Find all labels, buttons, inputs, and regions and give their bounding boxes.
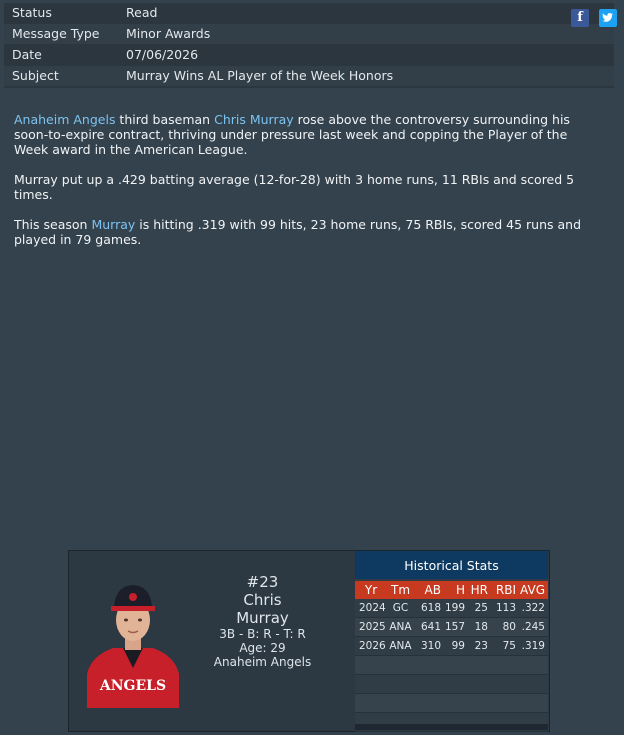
cell-rbi: 75	[502, 640, 516, 652]
col-header-yr[interactable]: Yr	[364, 583, 378, 597]
body-paragraph-2: Murray put up a .429 batting average (12…	[14, 172, 575, 202]
jersey-text: ANGELS	[99, 678, 166, 694]
cell-avg: .245	[521, 621, 545, 633]
player-team[interactable]: Anaheim Angels	[213, 655, 312, 669]
cell-tm: ANA	[389, 621, 412, 633]
historical-stats-panel: Historical Stats Yr Tm AB H HR RBI AVG 2…	[355, 551, 548, 732]
player-card: ANGELS #23 Chris Murray 3B - B: R - T: R…	[68, 550, 550, 732]
twitter-bird-icon	[602, 13, 613, 22]
message-header: Status Read Message Type Minor Awards Da…	[4, 3, 617, 88]
body-text-span: third baseman	[115, 112, 215, 127]
body-text-span: This season	[14, 217, 92, 232]
cell-h: 199	[445, 602, 466, 614]
cell-rbi: 113	[495, 602, 516, 614]
player-link[interactable]: Chris Murray	[214, 112, 294, 127]
status-value: Read	[126, 5, 158, 20]
cell-yr: 2024	[359, 602, 386, 614]
player-last-name: Murray	[236, 609, 289, 627]
date-label: Date	[12, 47, 42, 62]
cell-tm: ANA	[389, 640, 412, 652]
cell-yr: 2026	[359, 640, 386, 652]
message-body: Anaheim Angels third baseman Chris Murra…	[14, 112, 604, 262]
twitter-share-icon[interactable]	[599, 9, 617, 27]
stats-footer-bar	[355, 724, 548, 730]
cell-ab: 618	[420, 602, 441, 614]
date-row: Date 07/06/2026	[4, 45, 614, 65]
cell-ab: 641	[420, 621, 441, 633]
cell-h: 157	[445, 621, 466, 633]
cell-rbi: 80	[502, 621, 516, 633]
col-header-rbi[interactable]: RBI	[495, 583, 516, 597]
message-type-label: Message Type	[12, 26, 100, 41]
team-link[interactable]: Anaheim Angels	[14, 112, 116, 127]
cell-avg: .319	[521, 640, 545, 652]
facebook-share-icon[interactable]: f	[571, 9, 589, 27]
cell-h: 99	[451, 640, 465, 652]
player-photo[interactable]: ANGELS	[87, 576, 179, 708]
col-header-ab[interactable]: AB	[424, 583, 441, 597]
message-type-row: Message Type Minor Awards	[4, 24, 614, 44]
col-header-h[interactable]: H	[455, 583, 465, 597]
player-number: #23	[246, 573, 279, 591]
subject-value: Murray Wins AL Player of the Week Honors	[126, 68, 394, 83]
empty-table-row	[355, 694, 548, 713]
cell-hr: 18	[474, 621, 488, 633]
body-text-span: is hitting .319 with 99 hits, 23 home ru…	[14, 217, 582, 247]
empty-table-row	[355, 656, 548, 675]
subject-row: Subject Murray Wins AL Player of the Wee…	[4, 66, 614, 86]
cell-yr: 2025	[359, 621, 386, 633]
status-label: Status	[12, 5, 52, 20]
body-paragraph-1: Anaheim Angels third baseman Chris Murra…	[14, 112, 604, 157]
empty-table-row	[355, 675, 548, 694]
subject-label: Subject	[12, 68, 59, 83]
cell-hr: 23	[474, 640, 488, 652]
col-header-avg[interactable]: AVG	[520, 583, 545, 597]
player-position-bats-throws: 3B - B: R - T: R	[219, 627, 306, 641]
player-age: Age: 29	[239, 641, 286, 655]
status-row: Status Read	[4, 3, 614, 23]
message-type-value: Minor Awards	[126, 26, 211, 41]
body-paragraph-3: This season Murray is hitting .319 with …	[14, 217, 604, 247]
stats-title: Historical Stats	[355, 551, 548, 579]
player-first-name: Chris	[243, 591, 282, 609]
col-header-tm[interactable]: Tm	[390, 583, 411, 597]
table-row: 2026 ANA 310 99 23 75 .319	[355, 637, 548, 656]
cell-tm: GC	[392, 602, 409, 614]
date-value: 07/06/2026	[126, 47, 199, 62]
body-text-span: rose above the controversy surrounding h…	[14, 112, 570, 157]
table-row: 2024 GC 618 199 25 113 .322	[355, 599, 548, 618]
cell-hr: 25	[474, 602, 488, 614]
table-row: 2025 ANA 641 157 18 80 .245	[355, 618, 548, 637]
cell-ab: 310	[420, 640, 441, 652]
empty-table-row	[355, 713, 548, 732]
player-info: #23 Chris Murray 3B - B: R - T: R Age: 2…	[205, 573, 320, 669]
stats-header-row: Yr Tm AB H HR RBI AVG	[355, 581, 548, 599]
player-link-short[interactable]: Murray	[91, 217, 136, 232]
col-header-hr[interactable]: HR	[470, 583, 488, 597]
cell-avg: .322	[521, 602, 545, 614]
